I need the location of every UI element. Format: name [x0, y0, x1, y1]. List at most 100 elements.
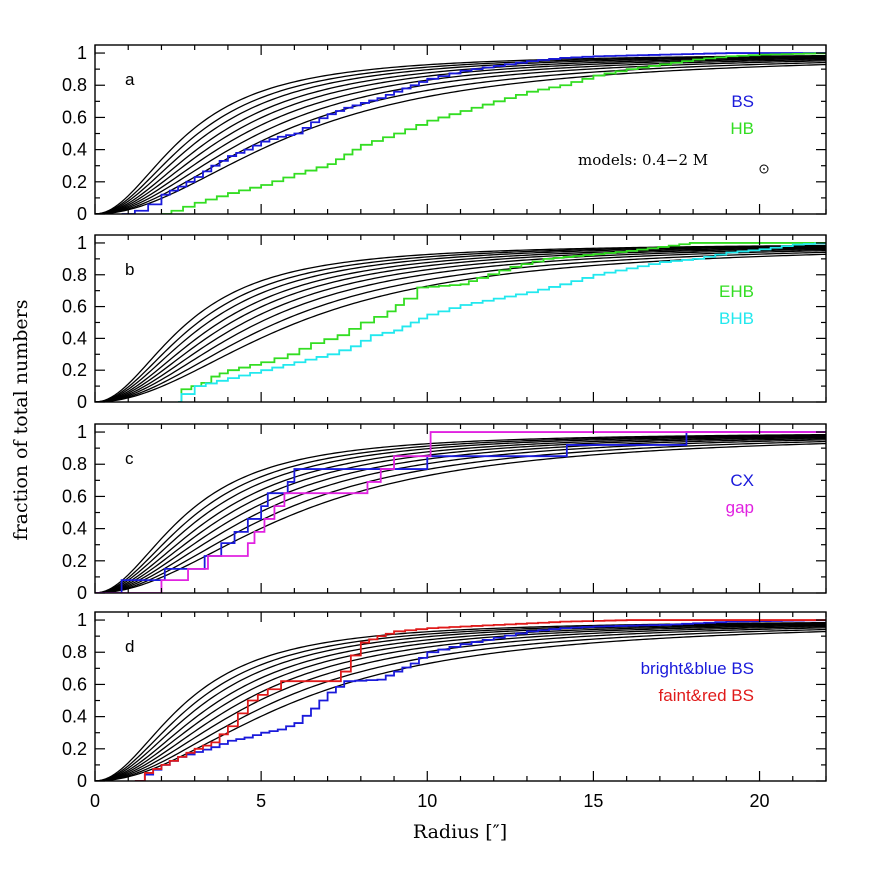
model-curve-7: [95, 249, 826, 402]
data-series: [95, 431, 826, 593]
x-axis-title: Radius [″]: [413, 821, 507, 843]
model-curve-2: [95, 622, 826, 781]
y-tick-label: 1: [77, 43, 87, 63]
model-curve-3: [95, 435, 826, 593]
y-tick-label: 0: [77, 583, 87, 603]
ticks: [94, 612, 827, 782]
y-tick-label: 0.8: [62, 75, 87, 95]
model-curve-3: [95, 246, 826, 402]
x-tick-label: 20: [750, 791, 770, 811]
y-tick-label: 0.6: [62, 297, 87, 317]
panel-c: 0 0.2 0.4 0.6 0.8 1 c CX gap: [62, 422, 827, 603]
panel-tag: a: [125, 70, 135, 89]
y-tick-label: 0.6: [62, 674, 87, 694]
model-curve-4: [95, 246, 826, 402]
model-curves: [95, 433, 826, 593]
ticks: [94, 235, 827, 403]
model-curve-4: [95, 435, 826, 593]
model-curve-9: [95, 63, 826, 214]
model-curve-6: [95, 625, 826, 781]
legend-label: BS: [731, 92, 754, 111]
model-curve-9: [95, 253, 826, 402]
ticks: [94, 45, 827, 215]
y-tick-label: 0.2: [62, 739, 87, 759]
series-ehb: [178, 242, 826, 402]
x-tick-label: 15: [583, 791, 603, 811]
y-tick-label: 0.4: [62, 519, 87, 539]
legend-label: HB: [730, 119, 754, 138]
y-tick-label: 0.6: [62, 107, 87, 127]
model-curve-1: [95, 54, 826, 214]
panel-a: 0 0.2 0.4 0.6 0.8 1 a BS HB models: 0.4−2 M: [62, 43, 827, 224]
model-curve-1: [95, 433, 826, 593]
x-tick-label: 0: [90, 791, 100, 811]
y-tick-label: 0.8: [62, 454, 87, 474]
series-gap: [95, 431, 826, 593]
data-series: [134, 619, 826, 781]
panel-tag: c: [125, 449, 134, 468]
series-bhb: [178, 242, 826, 402]
x-tick-label: 10: [417, 791, 437, 811]
y-tick-label: 0.4: [62, 140, 87, 160]
model-curves: [95, 54, 826, 214]
y-tick-label: 0: [77, 392, 87, 412]
x-tick-label: 5: [256, 791, 266, 811]
model-curve-8: [95, 440, 826, 593]
panel-b: 0 0.2 0.4 0.6 0.8 1 b EHB BHB: [62, 233, 827, 412]
ticks: [94, 424, 827, 594]
legend-label: CX: [730, 471, 754, 490]
solar-mass-symbol: [759, 164, 769, 174]
model-curve-8: [95, 628, 826, 781]
y-tick-label: 0.8: [62, 265, 87, 285]
panel-tag: d: [125, 637, 134, 656]
models-note: models: 0.4−2 M: [578, 151, 708, 169]
model-curve-8: [95, 61, 826, 214]
model-curve-4: [95, 623, 826, 781]
y-tick-label: 1: [77, 610, 87, 630]
y-axis-title: fraction of total numbers: [10, 300, 32, 541]
series-hb: [161, 52, 826, 214]
model-curve-8: [95, 251, 826, 402]
y-tick-label: 0: [77, 771, 87, 791]
y-tick-label: 0.2: [62, 551, 87, 571]
model-curve-9: [95, 442, 826, 593]
model-curve-6: [95, 437, 826, 593]
model-curve-2: [95, 245, 826, 402]
y-tick-label: 0.2: [62, 360, 87, 380]
data-series: [121, 52, 826, 214]
y-tick-label: 0.2: [62, 172, 87, 192]
model-curve-6: [95, 58, 826, 214]
model-curve-5: [95, 624, 826, 781]
model-curve-6: [95, 248, 826, 402]
model-curve-9: [95, 630, 826, 781]
legend-label: gap: [726, 498, 754, 517]
panel-d: 0 0.2 0.4 0.6 0.8 1 d bright&blue BS faint&red B…: [62, 610, 827, 791]
legend-label: EHB: [719, 282, 754, 301]
model-curve-5: [95, 247, 826, 402]
series-faint-red-bs: [134, 619, 826, 781]
model-curve-5: [95, 436, 826, 593]
legend-label: bright&blue BS: [641, 659, 754, 678]
y-tick-label: 1: [77, 233, 87, 253]
legend-label: faint&red BS: [659, 686, 754, 705]
y-tick-label: 0.4: [62, 707, 87, 727]
model-curve-7: [95, 439, 826, 593]
series-bs: [121, 52, 826, 214]
data-series: [178, 242, 826, 402]
model-curve-7: [95, 60, 826, 214]
y-tick-label: 1: [77, 422, 87, 442]
legend-label: BHB: [719, 309, 754, 328]
model-curves: [95, 621, 826, 781]
model-curves: [95, 244, 826, 402]
y-tick-label: 0.8: [62, 642, 87, 662]
model-curve-2: [95, 434, 826, 593]
y-tick-label: 0: [77, 204, 87, 224]
y-tick-label: 0.6: [62, 486, 87, 506]
series-bright-blue-bs: [134, 619, 826, 781]
panel-tag: b: [125, 260, 134, 279]
model-curve-3: [95, 623, 826, 781]
model-curve-1: [95, 244, 826, 402]
y-tick-label: 0.4: [62, 328, 87, 348]
